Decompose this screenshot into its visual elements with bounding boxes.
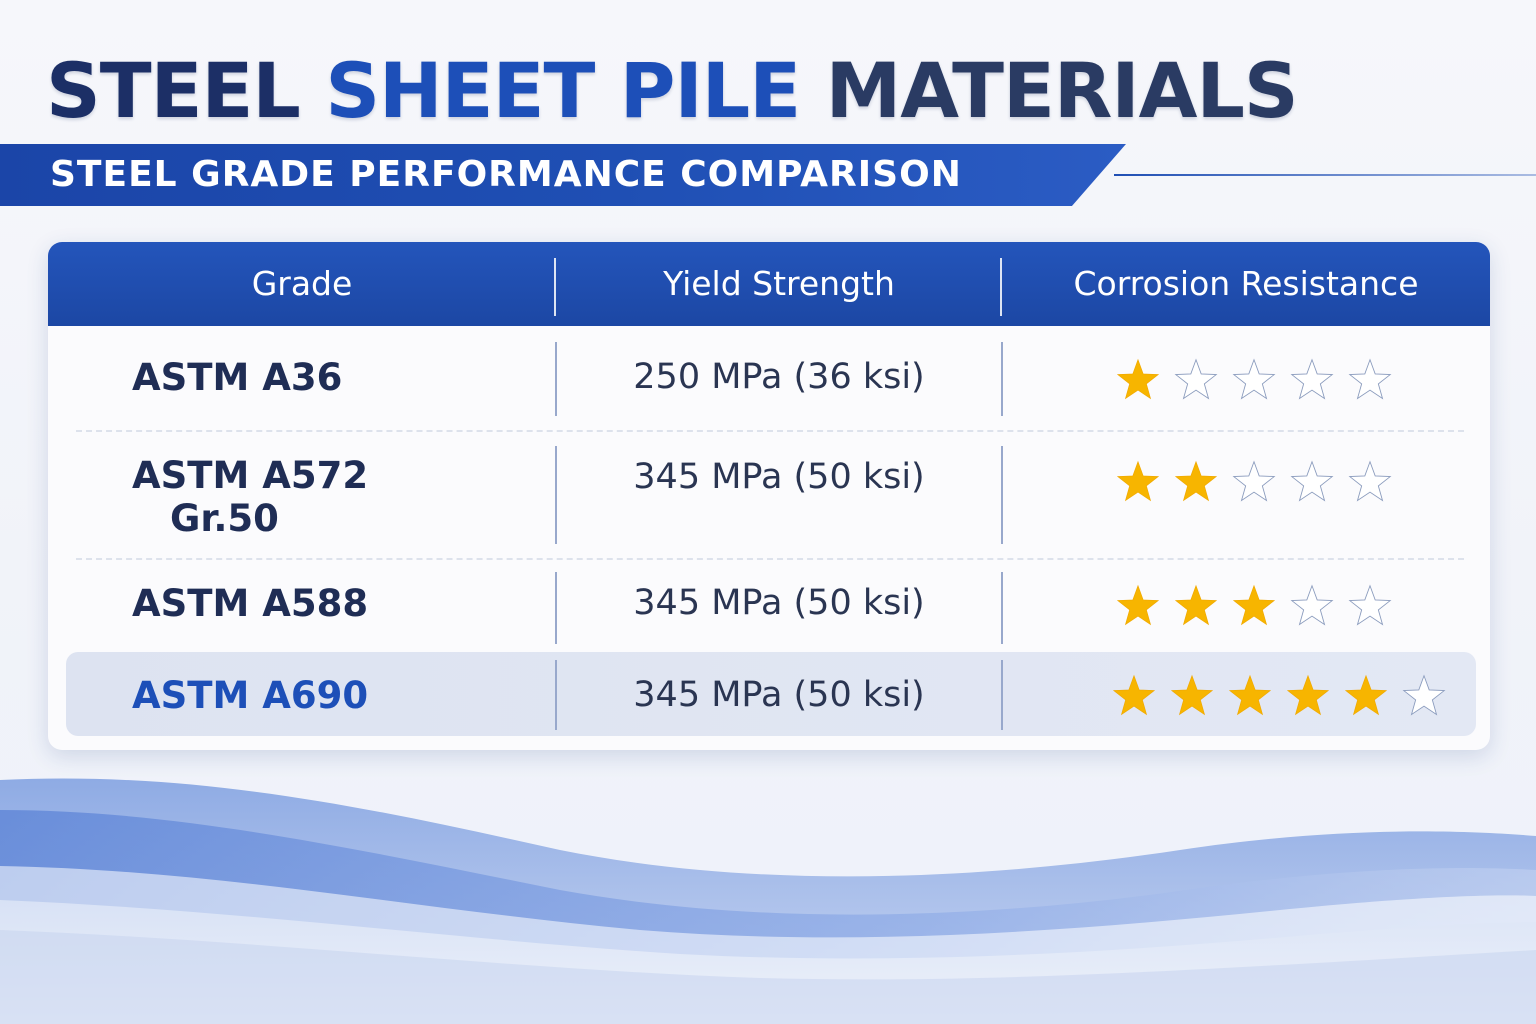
corrosion-rating: [1116, 584, 1392, 628]
star-empty-icon: [1402, 674, 1446, 718]
column-divider: [555, 342, 557, 416]
star-filled-icon: [1170, 674, 1214, 718]
star-empty-icon: [1290, 584, 1334, 628]
row-divider: [76, 430, 1464, 432]
yield-strength-cell: 345 MPa (50 ksi): [633, 457, 925, 497]
header-divider: [1000, 258, 1002, 316]
star-empty-icon: [1290, 460, 1334, 504]
star-empty-icon: [1290, 358, 1334, 402]
row-divider: [76, 558, 1464, 560]
subtitle-ribbon: [0, 144, 1126, 206]
grade-name: ASTM A588: [132, 582, 369, 625]
column-divider: [1001, 572, 1003, 644]
column-divider: [1001, 342, 1003, 416]
grade-name: ASTM A690: [132, 674, 369, 717]
column-divider: [555, 572, 557, 644]
table-row-highlighted: ASTM A690 345 MPa (50 ksi): [48, 652, 1490, 738]
star-empty-icon: [1348, 358, 1392, 402]
star-empty-icon: [1348, 460, 1392, 504]
corrosion-rating: [1116, 358, 1392, 402]
title-word-materials: MATERIALS: [825, 46, 1299, 135]
grade-subname: Gr.50: [170, 497, 279, 540]
header-yield-strength: Yield Strength: [663, 264, 895, 303]
star-filled-icon: [1116, 358, 1160, 402]
title-word-sheet-pile: SHEET PILE: [325, 46, 801, 135]
star-empty-icon: [1348, 584, 1392, 628]
star-filled-icon: [1232, 584, 1276, 628]
ribbon-divider-line: [1114, 174, 1536, 176]
grade-cell: ASTM A36: [132, 356, 472, 399]
wave-decoration: [0, 778, 1536, 1024]
star-filled-icon: [1174, 460, 1218, 504]
grade-cell: ASTM A690: [132, 674, 472, 717]
yield-strength-cell: 345 MPa (50 ksi): [633, 675, 925, 715]
grade-name: ASTM A572: [132, 454, 369, 497]
column-divider: [1001, 446, 1003, 544]
title-word-steel: STEEL: [46, 46, 301, 135]
grade-cell: ASTM A588: [132, 582, 472, 625]
header-corrosion-resistance: Corrosion Resistance: [1073, 264, 1419, 303]
comparison-table: Grade Yield Strength Corrosion Resistanc…: [48, 242, 1490, 750]
table-header: Grade Yield Strength Corrosion Resistanc…: [48, 242, 1490, 326]
grade-name: ASTM A36: [132, 356, 343, 399]
star-filled-icon: [1116, 584, 1160, 628]
star-empty-icon: [1232, 358, 1276, 402]
table-row: ASTM A588 345 MPa (50 ksi): [48, 560, 1490, 652]
corrosion-rating: [1116, 460, 1392, 504]
table-row: ASTM A572 Gr.50 345 MPa (50 ksi): [48, 432, 1490, 558]
yield-strength-cell: 250 MPa (36 ksi): [633, 357, 925, 397]
yield-strength-cell: 345 MPa (50 ksi): [633, 583, 925, 623]
page-title: STEEL SHEET PILE MATERIALS: [46, 46, 1299, 136]
star-filled-icon: [1344, 674, 1388, 718]
column-divider: [555, 446, 557, 544]
star-empty-icon: [1232, 460, 1276, 504]
grade-cell: ASTM A572 Gr.50: [132, 454, 472, 540]
header-grade: Grade: [251, 264, 353, 303]
column-divider: [555, 660, 557, 730]
star-filled-icon: [1112, 674, 1156, 718]
column-divider: [1001, 660, 1003, 730]
star-filled-icon: [1174, 584, 1218, 628]
corrosion-rating: [1112, 674, 1446, 718]
star-filled-icon: [1116, 460, 1160, 504]
star-filled-icon: [1228, 674, 1272, 718]
star-empty-icon: [1174, 358, 1218, 402]
subtitle: STEEL GRADE PERFORMANCE COMPARISON: [50, 154, 962, 195]
header-divider: [554, 258, 556, 316]
star-filled-icon: [1286, 674, 1330, 718]
table-row: ASTM A36 250 MPa (36 ksi): [48, 326, 1490, 430]
